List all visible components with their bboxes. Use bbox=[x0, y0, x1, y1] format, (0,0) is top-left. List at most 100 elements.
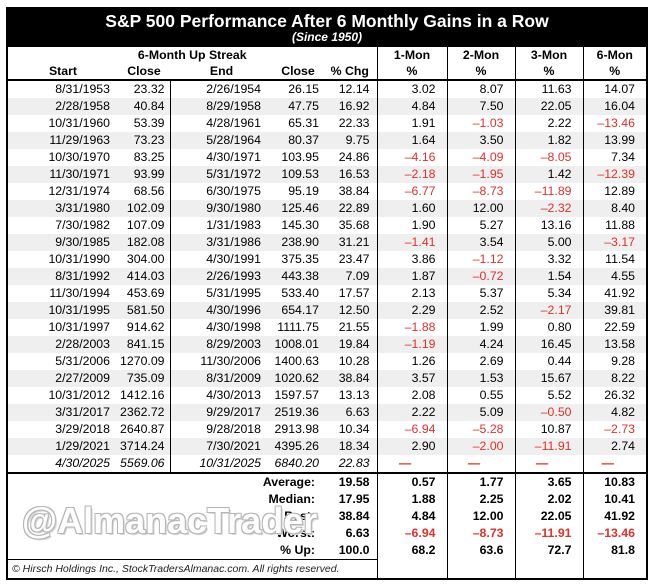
col-header-1-mon-pct: % bbox=[376, 63, 447, 81]
summary-label: Worst: bbox=[276, 526, 315, 540]
summary-6mon: 10.83 bbox=[582, 472, 646, 491]
summary-2mon: 12.00 bbox=[446, 508, 515, 525]
summary-row: Best: 38.84 4.84 12.00 22.05 41.92 bbox=[8, 508, 646, 525]
cell-6mon: 9.28 bbox=[582, 353, 646, 370]
cell-6mon: 8.22 bbox=[582, 370, 646, 387]
cell-start-date: 4/30/2025 bbox=[55, 456, 110, 470]
cell-1mon: 3.57 bbox=[376, 370, 447, 387]
col-header-3-mon-pct: % bbox=[514, 63, 583, 81]
cell-2mon: 4.24 bbox=[446, 336, 515, 353]
cell-pct-chg: 17.57 bbox=[338, 286, 370, 300]
summary-2mon: –8.73 bbox=[446, 525, 515, 542]
summary-2mon: 63.6 bbox=[446, 542, 515, 560]
table-row: 10/31/2012 1412.16 4/30/2013 1597.57 13.13 2.… bbox=[8, 387, 646, 404]
cell-end-date: 4/30/1991 bbox=[206, 252, 261, 266]
page-subtitle: (Since 1950) bbox=[291, 30, 363, 44]
cell-end-date: 5/31/1995 bbox=[206, 286, 261, 300]
cell-pct-chg: 16.53 bbox=[323, 166, 377, 183]
cell-3mon: 13.16 bbox=[514, 217, 583, 234]
cell-2mon: 2.52 bbox=[446, 302, 515, 319]
cell-end-date: 2/26/1954 bbox=[206, 82, 261, 96]
col-header-close-end: Close bbox=[273, 63, 323, 81]
cell-start-date: 2/28/1958 bbox=[8, 98, 118, 115]
cell-start-close: 83.25 bbox=[118, 149, 171, 166]
cell-3mon: 2.22 bbox=[514, 115, 583, 132]
summary-row: Median: 17.95 1.88 2.25 2.02 10.41 bbox=[8, 491, 646, 508]
cell-end-close: 1400.63 bbox=[274, 354, 319, 368]
cell-pct-chg: 38.84 bbox=[338, 184, 370, 198]
table-row: 8/31/1992 414.03 2/26/1993 443.38 7.09 1.87 –0… bbox=[8, 268, 646, 285]
cell-start-close: 40.84 bbox=[118, 98, 171, 115]
cell-3mon: 1.82 bbox=[514, 132, 583, 149]
cell-6mon: 39.81 bbox=[582, 302, 646, 319]
cell-end-close: 1111.75 bbox=[277, 320, 319, 334]
performance-table: 6-Month Up Streak 1-Mon 2-Mon 3-Mon 6-Mon S… bbox=[8, 47, 646, 578]
col-header-6-mon: 6-Mon bbox=[582, 47, 646, 63]
cell-start-close: 102.09 bbox=[118, 200, 171, 217]
title-band: S&P 500 Performance After 6 Monthly Gain… bbox=[8, 9, 646, 47]
cell-end-date: 8/29/1958 bbox=[170, 98, 273, 115]
cell-pct-chg: 21.55 bbox=[338, 320, 370, 334]
cell-6mon: 41.92 bbox=[582, 285, 646, 302]
cell-end-close: 654.17 bbox=[273, 302, 323, 319]
cell-start-close: 2640.87 bbox=[118, 421, 171, 438]
table-row: 10/30/1970 83.25 4/30/1971 103.95 24.86 –4.16… bbox=[8, 149, 646, 166]
cell-start-close: 414.03 bbox=[118, 268, 171, 285]
cell-1mon: –1.19 bbox=[376, 336, 447, 353]
footer-spacer-cell bbox=[582, 559, 646, 578]
summary-pct-chg: 6.63 bbox=[345, 526, 370, 540]
cell-1mon: — bbox=[376, 455, 447, 473]
cell-end-date: 4/30/1998 bbox=[206, 320, 261, 334]
cell-start-date: 11/30/1971 bbox=[8, 166, 118, 183]
cell-3mon: 11.63 bbox=[514, 80, 583, 98]
cell-2mon: 5.27 bbox=[446, 217, 515, 234]
table-row: 10/31/1997 914.62 4/30/1998 1111.75 21.55 –1.… bbox=[8, 319, 646, 336]
cell-6mon: 7.34 bbox=[582, 149, 646, 166]
cell-1mon: –1.41 bbox=[376, 234, 447, 251]
cell-end-date: 4/28/1961 bbox=[206, 116, 261, 130]
table-row: 3/31/1980 102.09 9/30/1980 125.46 22.89 1.60 1… bbox=[8, 200, 646, 217]
table-row: 3/31/2017 2362.72 9/29/2017 2519.36 6.63 2.22… bbox=[8, 404, 646, 421]
col-header-1-mon: 1-Mon bbox=[376, 47, 447, 63]
cell-start-close: 107.09 bbox=[118, 217, 171, 234]
cell-end-close: 145.30 bbox=[281, 218, 319, 232]
cell-3mon: 0.44 bbox=[514, 353, 583, 370]
table-row: 5/31/2006 1270.09 11/30/2006 1400.63 10.28 1.… bbox=[8, 353, 646, 370]
cell-1mon: 1.87 bbox=[376, 268, 447, 285]
table-row: 10/31/1990 304.00 4/30/1991 375.35 23.47 3.86… bbox=[8, 251, 646, 268]
cell-end-date: 4/30/2013 bbox=[206, 388, 261, 402]
col-header-close-start: Close bbox=[118, 63, 170, 81]
cell-6mon: 26.32 bbox=[582, 387, 646, 404]
cell-start-date: 12/31/1974 bbox=[48, 184, 110, 198]
summary-6mon: 81.8 bbox=[582, 542, 646, 560]
table-row: 11/29/1963 73.23 5/28/1964 80.37 9.75 1.64 3.5… bbox=[8, 132, 646, 149]
footer-row: © Hirsch Holdings Inc., StockTradersAlma… bbox=[8, 559, 646, 578]
cell-start-date: 10/31/1997 bbox=[48, 320, 110, 334]
cell-end-close: 238.90 bbox=[273, 234, 323, 251]
cell-end-date: 11/30/2006 bbox=[200, 354, 261, 368]
cell-2mon: 2.69 bbox=[446, 353, 515, 370]
cell-3mon: 5.00 bbox=[514, 234, 583, 251]
cell-3mon: 3.32 bbox=[514, 251, 583, 268]
cell-1mon: 3.86 bbox=[376, 251, 447, 268]
cell-start-close: 73.23 bbox=[118, 132, 171, 149]
cell-start-close: 1412.16 bbox=[118, 387, 171, 404]
table-row: 8/31/1953 23.32 2/26/1954 26.15 12.14 3.02 8.0… bbox=[8, 80, 646, 98]
cell-1mon: –6.77 bbox=[376, 183, 447, 200]
col-header-start: Start bbox=[8, 63, 118, 81]
summary-6mon: 41.92 bbox=[582, 508, 646, 525]
cell-3mon: 5.52 bbox=[514, 387, 583, 404]
cell-end-close: 443.38 bbox=[273, 268, 323, 285]
cell-3mon: 16.45 bbox=[514, 336, 583, 353]
cell-1mon: –4.16 bbox=[376, 149, 447, 166]
cell-end-date: 1/31/1983 bbox=[206, 218, 261, 232]
summary-6mon: 10.41 bbox=[582, 491, 646, 508]
cell-6mon: –2.73 bbox=[582, 421, 646, 438]
cell-end-date: 10/31/2025 bbox=[199, 456, 261, 470]
cell-pct-chg: 12.14 bbox=[338, 82, 370, 96]
summary-1mon: 4.84 bbox=[376, 508, 447, 525]
cell-3mon: 0.80 bbox=[514, 319, 583, 336]
cell-3mon: –2.17 bbox=[514, 302, 583, 319]
summary-row: Worst: 6.63 –6.94 –8.73 –11.91 –13.46 bbox=[8, 525, 646, 542]
summary-label: Average: bbox=[8, 472, 323, 491]
